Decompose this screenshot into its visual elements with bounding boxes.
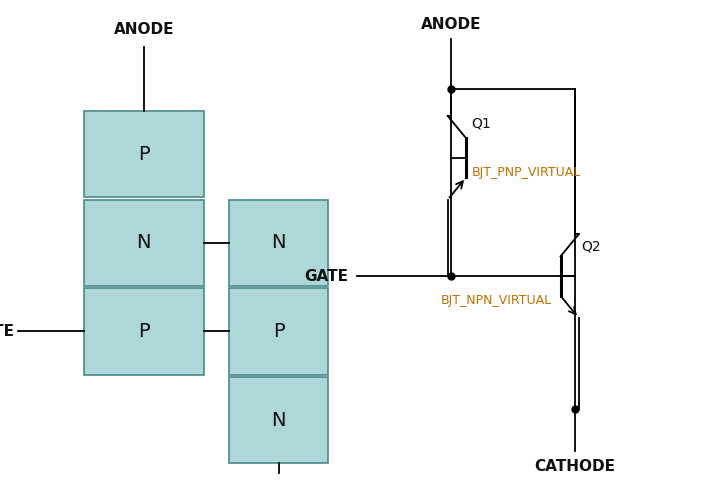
Text: N: N [137, 233, 151, 252]
Bar [84, 200, 204, 286]
Text: Q1: Q1 [472, 116, 491, 130]
Text: P: P [138, 144, 149, 164]
Text: GATE: GATE [304, 269, 348, 283]
Bar [229, 377, 328, 463]
Bar [84, 288, 204, 375]
Text: P: P [273, 322, 284, 341]
Text: BJT_NPN_VIRTUAL: BJT_NPN_VIRTUAL [440, 294, 552, 307]
Text: N: N [272, 411, 285, 430]
Text: CATHODE: CATHODE [534, 459, 616, 474]
Text: N: N [272, 233, 285, 252]
Text: BJT_PNP_VIRTUAL: BJT_PNP_VIRTUAL [472, 166, 581, 179]
Text: P: P [138, 322, 149, 341]
Text: GATE: GATE [0, 324, 15, 339]
Text: ANODE: ANODE [114, 22, 175, 37]
Text: ANODE: ANODE [421, 17, 482, 32]
Text: Q2: Q2 [581, 240, 601, 253]
Bar [229, 288, 328, 375]
Bar [229, 200, 328, 286]
Bar [84, 111, 204, 197]
